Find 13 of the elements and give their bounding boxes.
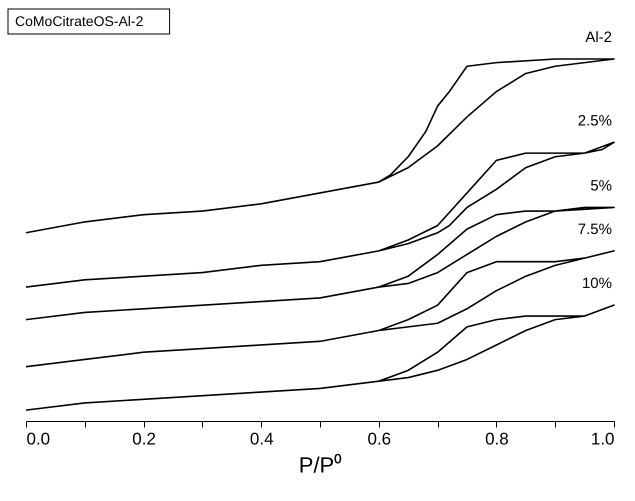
x-tick-label: 0.8 [485, 430, 509, 448]
series-label: Al-2 [585, 29, 612, 46]
x-tick-label: 0.2 [132, 430, 156, 448]
series-label: 5% [590, 177, 612, 194]
series-label: 2.5% [578, 112, 612, 130]
series-label: 7.5% [578, 220, 612, 238]
x-tick-label: 1.0 [590, 430, 614, 448]
x-tick-label: 0.6 [367, 430, 392, 448]
chart-title: CoMoCitrateOS-Al-2 [15, 13, 144, 29]
x-axis-title: P/P⁰ [298, 452, 342, 478]
series-label: 10% [582, 275, 612, 292]
x-tick-label: 0.0 [26, 430, 50, 448]
x-tick-label: 0.4 [250, 430, 274, 448]
